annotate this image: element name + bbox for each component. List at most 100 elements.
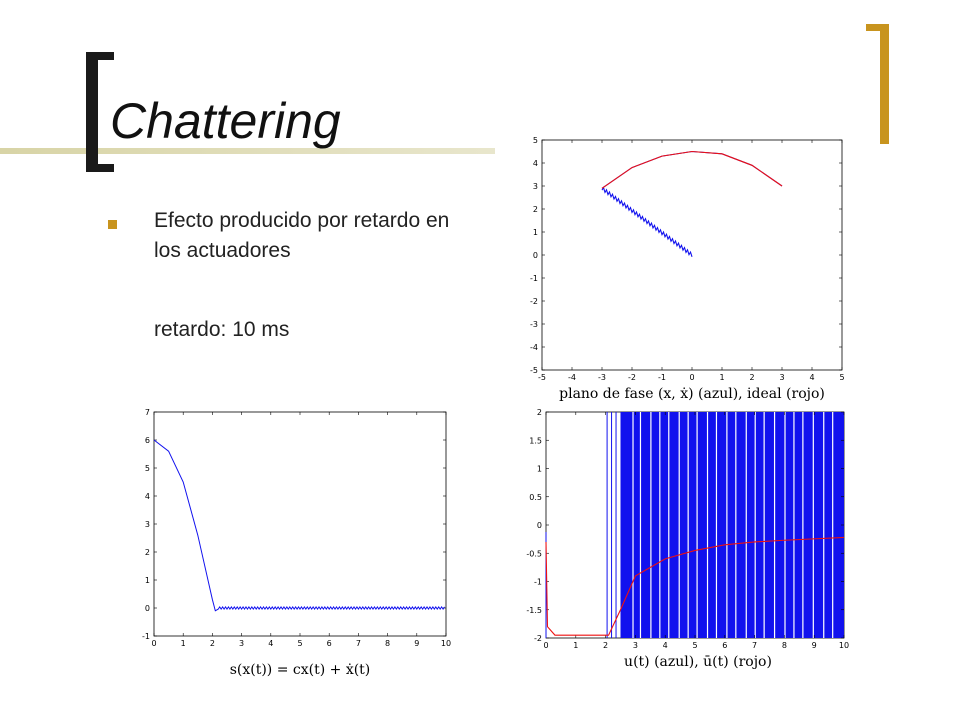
switching-gap	[706, 412, 709, 638]
y-tick-label: -4	[530, 343, 538, 352]
plot-frame	[153, 411, 447, 637]
x-tick-label: -1	[658, 373, 666, 382]
y-tick-label: 2	[537, 408, 542, 417]
switching-gap	[726, 412, 728, 638]
x-tick-label: 0	[689, 373, 694, 382]
x-tick-label: -2	[628, 373, 636, 382]
x-tick-label: 3	[779, 373, 784, 382]
switching-gap	[678, 412, 680, 638]
y-tick-label: -3	[530, 320, 538, 329]
switching-gap	[812, 412, 814, 638]
y-tick-label: 4	[145, 492, 150, 501]
switching-gap	[668, 412, 670, 638]
delay-note: retardo: 10 ms	[154, 318, 290, 341]
y-tick-label: -1.5	[526, 606, 542, 615]
chart-caption: s(x(t)) = cx(t) + ẋ(t)	[230, 662, 371, 678]
x-tick-label: 9	[812, 641, 817, 650]
switching-gap	[650, 412, 652, 638]
y-tick-label: 1	[533, 228, 538, 237]
x-tick-label: -4	[568, 373, 576, 382]
y-tick-label: 5	[145, 464, 150, 473]
x-tick-label: 2	[603, 641, 608, 650]
x-tick-label: 10	[839, 641, 849, 650]
switching-gap	[773, 412, 776, 638]
y-tick-label: -0.5	[526, 549, 542, 558]
x-tick-label: 4	[809, 373, 814, 382]
switching-gap	[832, 412, 834, 638]
y-tick-label: 7	[145, 408, 150, 417]
switching-gap	[793, 412, 795, 638]
x-tick-label: 10	[441, 639, 451, 648]
x-tick-label: 6	[327, 639, 332, 648]
y-tick-label: 4	[533, 159, 538, 168]
y-tick-label: 5	[533, 136, 538, 145]
switching-gap	[735, 412, 737, 638]
x-tick-label: 5	[297, 639, 302, 648]
x-tick-label: 9	[414, 639, 419, 648]
switching-gap	[659, 412, 661, 638]
series-line	[601, 150, 783, 189]
x-tick-label: 3	[239, 639, 244, 648]
bullet-marker	[108, 220, 117, 229]
y-tick-label: 0	[145, 604, 150, 613]
switching-gap	[784, 412, 786, 638]
y-tick-label: -1	[534, 578, 542, 587]
switching-gap	[639, 412, 642, 638]
y-tick-label: -1	[142, 632, 150, 641]
y-tick-label: 0.5	[529, 493, 542, 502]
title-underline	[0, 148, 495, 154]
x-tick-label: 5	[692, 641, 697, 650]
switching-gap	[754, 412, 756, 638]
x-tick-label: 4	[268, 639, 273, 648]
x-tick-label: 8	[782, 641, 787, 650]
left-bracket-top	[86, 52, 114, 60]
x-tick-label: 7	[752, 641, 757, 650]
y-tick-label: 3	[145, 520, 150, 529]
y-tick-label: -1	[530, 274, 538, 283]
y-tick-label: -2	[530, 297, 538, 306]
chart-caption: plano de fase (x, ẋ) (azul), ideal (rojo…	[559, 386, 825, 402]
series-line	[153, 439, 445, 612]
switching-gap	[715, 412, 718, 638]
phase-plane-chart: -5 -4 -3 -2 -1 0 1 2 3 4 5 5 4 3 2 1 0 -1 -2 -3 -4 -5 plano d…	[530, 136, 845, 402]
switching-gap	[802, 412, 804, 638]
y-tick-label: 0	[537, 521, 542, 530]
switching-gap	[696, 412, 698, 638]
x-tick-label: 0	[543, 641, 548, 650]
switching-band	[620, 412, 844, 638]
switching-gap	[632, 412, 634, 638]
slide-title: Chattering	[110, 93, 341, 149]
control-signal-chart: 0 1 2 3 4 5 6 7 8 9 10 2 1.5 1 0.5 0 -0.5 -1 -1.5 -2 u(t) (…	[526, 408, 849, 670]
y-tick-label: 2	[533, 205, 538, 214]
x-tick-label: 1	[573, 641, 578, 650]
x-tick-label: 0	[151, 639, 156, 648]
left-bracket-bottom	[86, 164, 114, 172]
x-tick-label: 5	[839, 373, 844, 382]
y-tick-label: 2	[145, 548, 150, 557]
x-tick-label: 8	[385, 639, 390, 648]
switching-gap	[823, 412, 825, 638]
x-tick-label: 2	[210, 639, 215, 648]
left-bracket-decoration	[86, 52, 98, 172]
right-bracket-decoration	[880, 24, 889, 144]
y-tick-label: 0	[533, 251, 538, 260]
x-tick-label: 4	[663, 641, 668, 650]
x-tick-label: 1	[719, 373, 724, 382]
switching-gap	[745, 412, 747, 638]
y-tick-label: 1	[145, 576, 150, 585]
y-tick-label: 6	[145, 436, 150, 445]
x-tick-label: -3	[598, 373, 606, 382]
switching-gap	[687, 412, 689, 638]
x-tick-label: 1	[181, 639, 186, 648]
y-tick-label: 1.5	[529, 436, 542, 445]
x-tick-label: 6	[722, 641, 727, 650]
x-tick-label: 2	[749, 373, 754, 382]
series-line	[545, 536, 845, 636]
y-tick-label: -5	[530, 366, 538, 375]
right-bracket-top	[866, 24, 889, 31]
y-tick-label: 1	[537, 465, 542, 474]
bullet-text: Efecto producido por retardo en los actu…	[154, 209, 450, 262]
x-tick-label: 3	[633, 641, 638, 650]
y-tick-label: -2	[534, 634, 542, 643]
